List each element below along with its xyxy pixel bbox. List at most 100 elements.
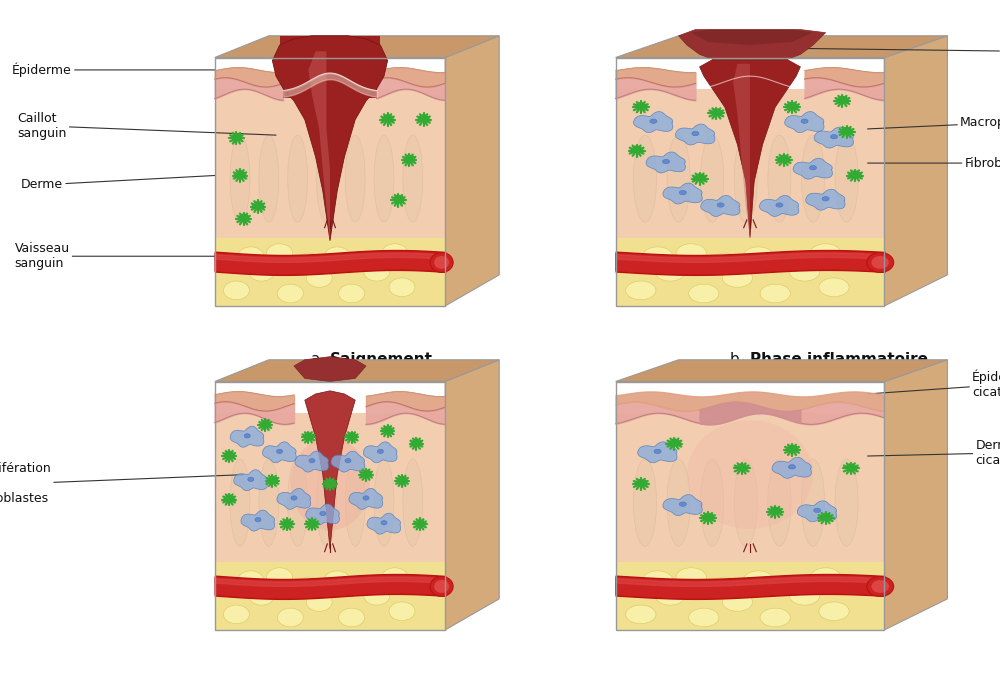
Ellipse shape: [267, 244, 293, 263]
Ellipse shape: [290, 437, 370, 531]
Ellipse shape: [789, 263, 820, 281]
Polygon shape: [283, 57, 377, 98]
Ellipse shape: [267, 568, 293, 587]
Circle shape: [430, 252, 453, 273]
Ellipse shape: [389, 602, 415, 620]
Ellipse shape: [822, 196, 829, 201]
Ellipse shape: [249, 263, 275, 281]
Ellipse shape: [374, 459, 394, 546]
Bar: [616, 412, 884, 562]
Ellipse shape: [722, 269, 753, 288]
Polygon shape: [616, 360, 947, 381]
Polygon shape: [215, 36, 499, 57]
Polygon shape: [733, 63, 750, 238]
Ellipse shape: [316, 459, 336, 546]
Ellipse shape: [760, 608, 790, 627]
Ellipse shape: [689, 608, 719, 627]
Circle shape: [867, 576, 894, 597]
Polygon shape: [806, 189, 845, 210]
Ellipse shape: [306, 269, 332, 288]
Bar: [215, 88, 445, 238]
Ellipse shape: [316, 135, 336, 222]
Polygon shape: [445, 360, 499, 630]
Ellipse shape: [382, 568, 408, 587]
Ellipse shape: [339, 608, 365, 627]
Polygon shape: [691, 30, 813, 45]
Ellipse shape: [743, 247, 774, 265]
Polygon shape: [295, 451, 329, 472]
Ellipse shape: [655, 263, 685, 281]
Text: b.: b.: [730, 352, 750, 367]
Ellipse shape: [679, 502, 686, 506]
Ellipse shape: [259, 135, 279, 222]
Polygon shape: [663, 183, 702, 204]
Ellipse shape: [819, 278, 849, 296]
Polygon shape: [230, 427, 264, 448]
Text: Croûte: Croûte: [784, 45, 1000, 58]
Ellipse shape: [667, 459, 690, 546]
Polygon shape: [367, 513, 401, 534]
Ellipse shape: [277, 450, 283, 454]
Ellipse shape: [768, 459, 791, 546]
Text: Prolifération
des
fibroblastes: Prolifération des fibroblastes: [0, 462, 244, 506]
Ellipse shape: [374, 135, 394, 222]
Text: Derme
cicatrisé: Derme cicatrisé: [868, 439, 1000, 467]
Text: Fibroblastes: Fibroblastes: [868, 157, 1000, 169]
Polygon shape: [363, 442, 397, 463]
Ellipse shape: [277, 284, 303, 303]
Text: Vaisseau
sanguin: Vaisseau sanguin: [14, 242, 222, 270]
Ellipse shape: [381, 520, 387, 525]
Polygon shape: [445, 36, 499, 306]
Text: Saignement: Saignement: [330, 352, 433, 367]
Ellipse shape: [626, 281, 656, 300]
Ellipse shape: [238, 247, 264, 265]
Polygon shape: [308, 51, 330, 241]
Bar: [215, 562, 445, 630]
Ellipse shape: [809, 165, 817, 170]
Ellipse shape: [626, 605, 656, 624]
Polygon shape: [700, 55, 800, 238]
Polygon shape: [701, 196, 740, 217]
Ellipse shape: [734, 459, 757, 546]
Bar: [616, 381, 884, 630]
Ellipse shape: [760, 284, 790, 303]
Polygon shape: [884, 36, 947, 306]
Ellipse shape: [642, 247, 673, 265]
Ellipse shape: [734, 135, 757, 222]
Ellipse shape: [743, 571, 774, 589]
Ellipse shape: [223, 281, 249, 300]
Ellipse shape: [810, 244, 841, 263]
Ellipse shape: [679, 190, 686, 194]
Ellipse shape: [248, 477, 254, 481]
Ellipse shape: [801, 119, 808, 124]
Ellipse shape: [717, 203, 724, 207]
Polygon shape: [797, 501, 837, 522]
Ellipse shape: [377, 450, 383, 454]
Bar: [215, 57, 445, 306]
Ellipse shape: [689, 284, 719, 303]
Ellipse shape: [655, 587, 685, 605]
Polygon shape: [331, 451, 365, 472]
Ellipse shape: [662, 159, 670, 163]
Polygon shape: [646, 152, 685, 173]
Polygon shape: [272, 36, 388, 241]
Polygon shape: [277, 489, 311, 510]
Text: Épiderme: Épiderme: [12, 63, 215, 77]
Ellipse shape: [801, 135, 825, 222]
Circle shape: [430, 576, 453, 597]
Ellipse shape: [291, 496, 297, 500]
Ellipse shape: [835, 459, 858, 546]
Ellipse shape: [810, 568, 841, 587]
Circle shape: [871, 256, 889, 269]
Polygon shape: [638, 442, 677, 463]
Ellipse shape: [345, 458, 351, 463]
Polygon shape: [679, 30, 826, 61]
Polygon shape: [676, 124, 715, 145]
Ellipse shape: [364, 587, 390, 605]
Ellipse shape: [830, 134, 838, 139]
Ellipse shape: [309, 458, 315, 463]
Ellipse shape: [324, 571, 350, 589]
Ellipse shape: [676, 244, 706, 263]
Ellipse shape: [777, 577, 807, 596]
Ellipse shape: [382, 244, 408, 263]
